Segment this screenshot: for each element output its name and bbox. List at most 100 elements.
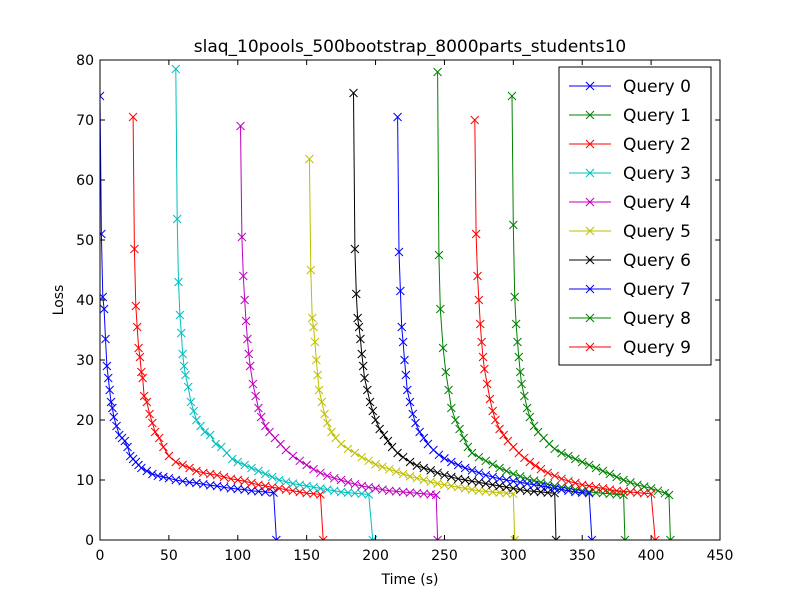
- data-point: [272, 535, 281, 540]
- data-point: [256, 412, 266, 422]
- x-tick-label: 50: [160, 548, 178, 564]
- data-point: [148, 418, 157, 428]
- legend-marker: [585, 342, 595, 352]
- data-point: [159, 442, 168, 452]
- data-point: [473, 271, 482, 281]
- data-point: [475, 319, 485, 329]
- data-point: [598, 466, 608, 476]
- data-point: [653, 486, 663, 496]
- data-point: [520, 391, 529, 401]
- data-point: [358, 361, 368, 371]
- x-tick-label: 0: [96, 548, 105, 564]
- data-point: [605, 469, 615, 479]
- data-point: [371, 415, 380, 425]
- x-axis-label: Time (s): [381, 572, 439, 588]
- data-point: [310, 337, 320, 347]
- data-point: [260, 421, 270, 431]
- legend-item: Query 0: [569, 77, 691, 97]
- data-point: [205, 469, 215, 479]
- x-tick-label: 100: [224, 548, 251, 564]
- data-point: [309, 482, 318, 492]
- data-point: [522, 479, 532, 488]
- data-point: [453, 482, 463, 492]
- legend-item: Query 9: [569, 338, 691, 358]
- data-point: [185, 463, 194, 473]
- data-point: [529, 487, 539, 496]
- data-point: [482, 379, 492, 389]
- data-point: [109, 412, 119, 422]
- data-point: [354, 322, 364, 332]
- data-point: [405, 472, 415, 481]
- data-point: [350, 244, 360, 254]
- data-point: [471, 229, 481, 239]
- data-point: [491, 415, 500, 425]
- series-line: [353, 92, 557, 540]
- series-0: [100, 91, 281, 540]
- data-point: [495, 488, 504, 497]
- legend-marker: [585, 284, 595, 294]
- data-point: [236, 121, 245, 131]
- data-point: [153, 471, 163, 481]
- data-point: [564, 451, 573, 461]
- data-point: [233, 475, 243, 485]
- data-point: [145, 409, 154, 419]
- legend-marker: [585, 81, 595, 91]
- data-point: [488, 472, 498, 482]
- data-point: [429, 445, 438, 455]
- data-point: [511, 319, 521, 329]
- data-point: [441, 367, 451, 377]
- data-point: [502, 482, 511, 492]
- data-point: [357, 481, 367, 491]
- data-point: [440, 454, 449, 463]
- data-point: [434, 250, 444, 260]
- y-axis-label: Loss: [51, 285, 67, 316]
- data-point: [510, 535, 520, 540]
- data-point: [123, 442, 132, 452]
- data-point: [329, 486, 339, 496]
- series-6: [349, 88, 561, 540]
- legend-marker: [585, 226, 595, 236]
- legend-label: Query 6: [623, 251, 691, 271]
- data-point: [598, 484, 608, 493]
- legend-label: Query 1: [623, 106, 691, 126]
- legend-marker: [585, 139, 595, 149]
- data-point: [570, 487, 580, 497]
- data-point: [336, 475, 346, 485]
- data-point: [154, 433, 164, 443]
- data-point: [171, 457, 181, 467]
- data-point: [164, 473, 174, 483]
- data-point: [365, 397, 375, 407]
- data-point: [446, 457, 456, 467]
- data-point: [446, 403, 456, 413]
- data-point: [244, 349, 254, 359]
- data-point: [405, 488, 415, 497]
- data-point: [212, 470, 222, 480]
- legend-item: Query 1: [569, 106, 691, 126]
- data-point: [517, 379, 526, 389]
- data-point: [446, 481, 456, 491]
- data-point: [336, 487, 346, 497]
- data-point: [434, 450, 444, 460]
- data-point: [185, 478, 194, 487]
- data-point: [508, 484, 518, 493]
- y-tick-label: 0: [85, 533, 94, 549]
- data-point: [343, 488, 353, 497]
- data-point: [350, 448, 360, 458]
- data-point: [508, 469, 518, 479]
- data-point: [467, 485, 477, 494]
- data-point: [481, 487, 491, 496]
- data-point: [318, 535, 328, 540]
- data-point: [150, 427, 160, 437]
- data-point: [619, 490, 628, 500]
- data-point: [570, 454, 580, 464]
- data-point: [198, 468, 208, 478]
- data-point: [205, 430, 215, 440]
- legend-label: Query 9: [623, 338, 691, 358]
- data-point: [138, 373, 148, 383]
- data-point: [480, 364, 489, 374]
- series-line: [175, 68, 374, 540]
- legend-item: Query 8: [569, 309, 691, 329]
- legend-label: Query 3: [623, 164, 691, 184]
- legend-marker: [585, 110, 595, 120]
- data-point: [470, 115, 480, 125]
